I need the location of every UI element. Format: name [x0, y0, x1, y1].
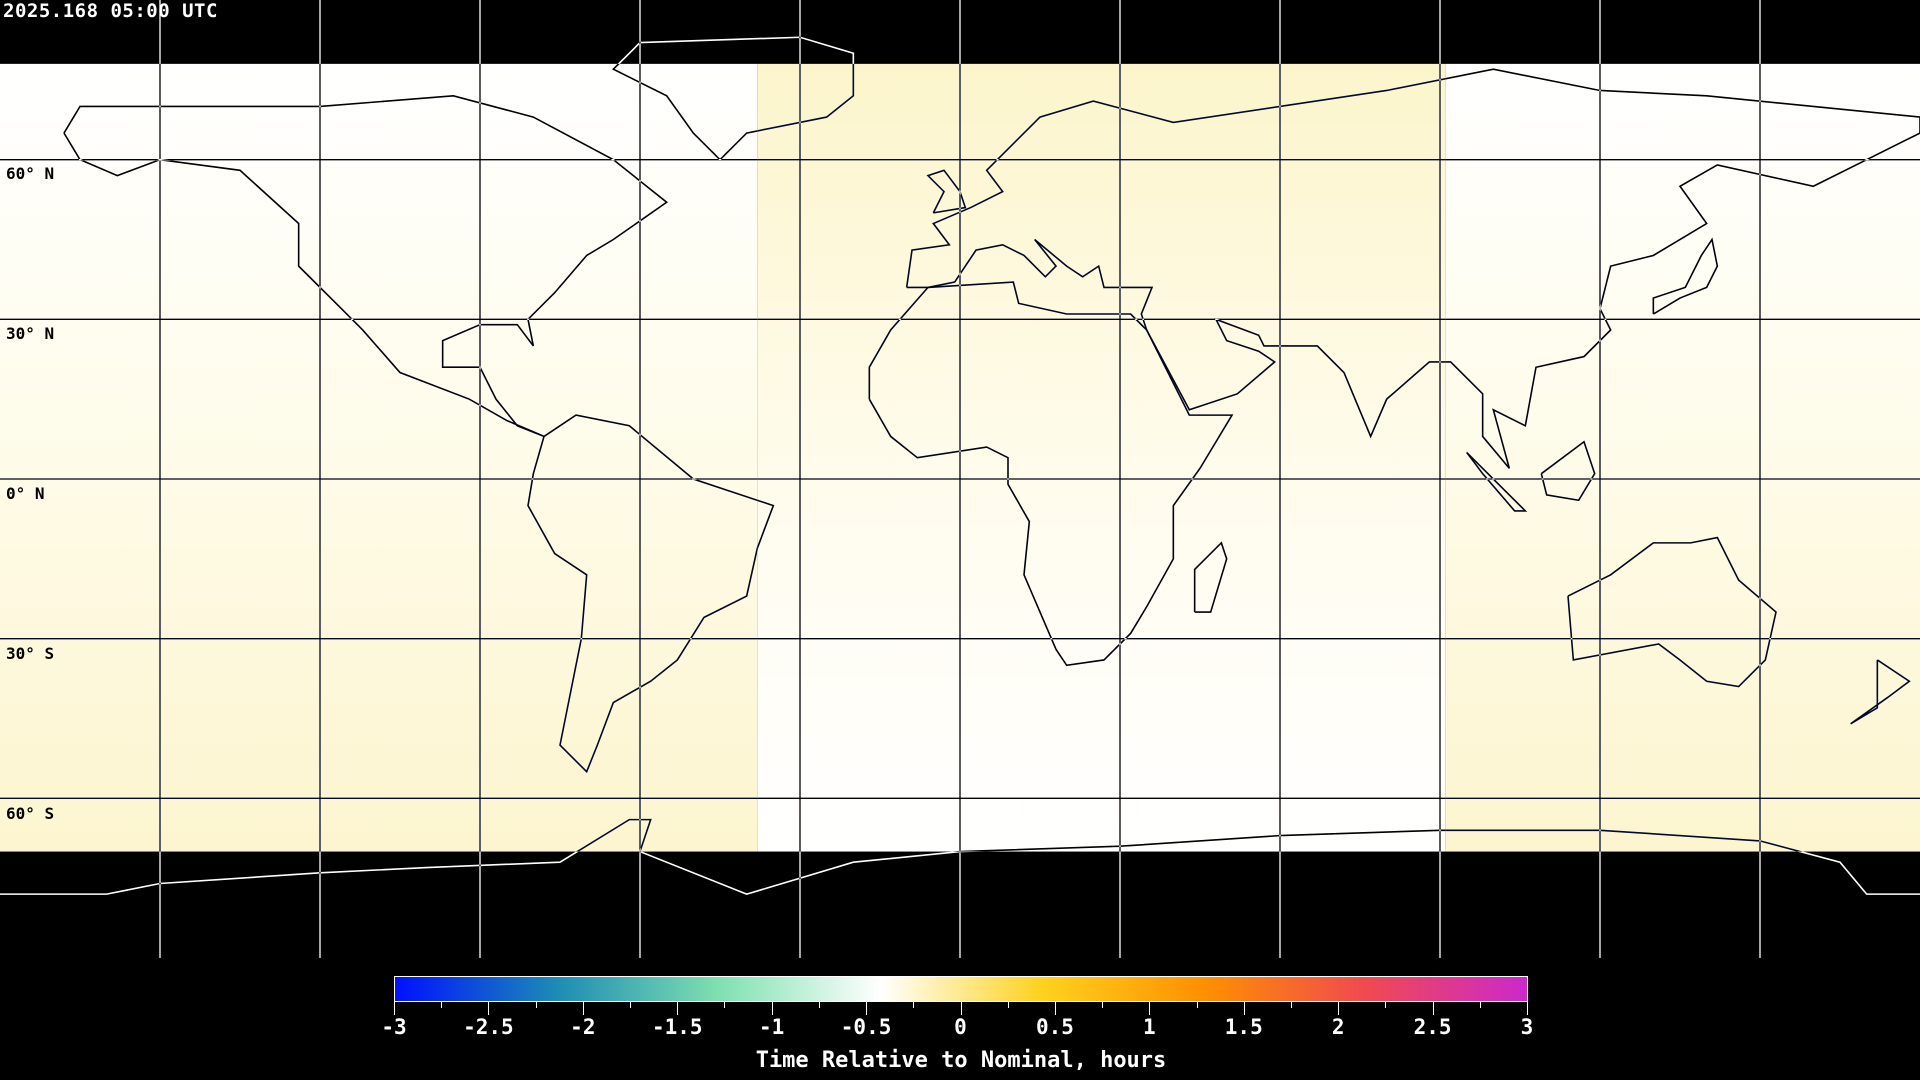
colorbar-tick-label: 2: [1331, 1015, 1345, 1039]
lat-label-30n: 30° N: [6, 324, 55, 343]
colorbar-tick: [1338, 1002, 1340, 1015]
colorbar-tick: [1102, 1002, 1104, 1008]
colorbar-tick: [1527, 1002, 1528, 1015]
lat-label-30s: 30° S: [6, 644, 55, 663]
colorbar-tick-label: -1.5: [651, 1015, 703, 1039]
colorbar-tick-label: -2.5: [463, 1015, 514, 1039]
coverage-central: [757, 63, 1446, 852]
colorbar-tick-label: 0.5: [1035, 1015, 1074, 1039]
colorbar-tick: [960, 1002, 962, 1015]
colorbar-tick-label: 0: [954, 1015, 967, 1039]
colorbar: [394, 976, 1528, 1002]
graticule: [0, 0, 1920, 958]
colorbar-tick: [1385, 1002, 1387, 1008]
coastline-madagascar: [1193, 541, 1228, 613]
colorbar-tick: [1243, 1002, 1245, 1015]
colorbar-tick: [1290, 1002, 1292, 1008]
colorbar-tick-label: -3: [381, 1015, 407, 1039]
colorbar-tick: [866, 1002, 868, 1015]
coastline-south-america: [527, 414, 775, 774]
colorbar-tick: [818, 1002, 820, 1008]
colorbar-tick-label: 3: [1520, 1015, 1534, 1039]
colorbar-tick: [535, 1002, 537, 1008]
colorbar-tick-label: -2: [570, 1015, 596, 1039]
colorbar-tick: [630, 1002, 632, 1008]
colorbar-tick: [394, 1002, 395, 1015]
world-map: 2025.168 05:00 UTC 60° N 30° N 0° N 30° …: [0, 0, 1920, 958]
coverage-field: [0, 63, 1920, 852]
colorbar-tick: [913, 1002, 915, 1008]
colorbar-title: Time Relative to Nominal, hours: [755, 1048, 1167, 1073]
coastline-great-britain: [926, 169, 967, 214]
colorbar-tick: [677, 1002, 679, 1015]
colorbar-tick-label: 2.5: [1413, 1015, 1452, 1039]
map-canvas: [0, 0, 1920, 958]
coastline-north-america: [63, 94, 669, 438]
colorbar-tick: [1054, 1002, 1056, 1015]
colorbar-tick: [1432, 1002, 1434, 1015]
coastline-eurasia: [905, 68, 1920, 469]
coastline-borneo: [1540, 440, 1596, 502]
colorbar-tick-label: -0.5: [840, 1015, 892, 1039]
coastline-africa: [868, 281, 1234, 667]
lat-label-60n: 60° N: [6, 164, 55, 183]
colorbar-tick: [1196, 1002, 1198, 1008]
colorbar-tick: [441, 1002, 443, 1008]
timestamp: 2025.168 05:00 UTC: [3, 0, 218, 22]
coverage-east: [1445, 63, 1920, 852]
colorbar-tick: [771, 1002, 773, 1015]
lat-label-60s: 60° S: [6, 804, 55, 823]
colorbar-tick-label: 1: [1143, 1015, 1156, 1039]
coastline-sumatra: [1466, 451, 1528, 512]
colorbar-tick: [724, 1002, 726, 1008]
colorbar-tick: [1479, 1002, 1481, 1008]
colorbar-tick: [488, 1002, 490, 1015]
coastline-australia: [1567, 536, 1777, 688]
colorbar-tick: [582, 1002, 584, 1015]
lat-label-0: 0° N: [6, 484, 45, 503]
colorbar-tick: [1149, 1002, 1151, 1015]
colorbar-tick-label: -1: [759, 1015, 785, 1039]
coastline-japan: [1652, 237, 1719, 315]
coverage-west: [0, 63, 758, 852]
coastline-new-zealand: [1850, 659, 1911, 725]
colorbar-tick-label: 1.5: [1224, 1015, 1263, 1039]
colorbar-tick: [1007, 1002, 1009, 1008]
